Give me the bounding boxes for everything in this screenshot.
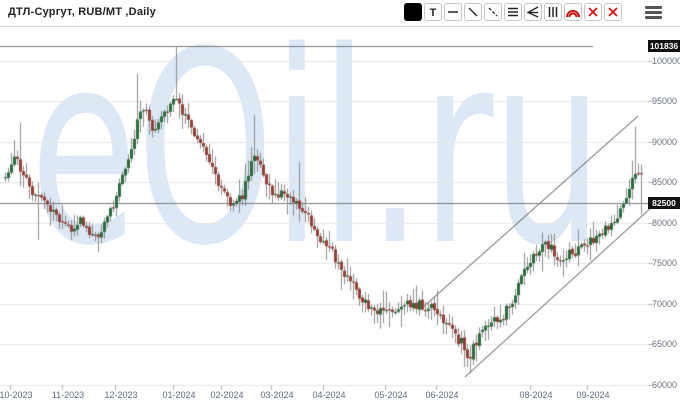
dashed-trend-line-tool-button[interactable] xyxy=(484,3,502,21)
hamburger-icon xyxy=(645,16,662,19)
trend-line-tool-icon xyxy=(468,7,478,17)
fib-fan-tool-icon xyxy=(526,6,539,18)
fib-retracement-tool-button[interactable] xyxy=(504,3,522,21)
text-tool-icon: T xyxy=(430,7,437,19)
price-line-tag[interactable]: 101836 xyxy=(648,40,680,53)
chart-title: ДТЛ-Сургут, RUB/MT ,Daily xyxy=(8,6,156,18)
price-line-tag[interactable]: 82500 xyxy=(648,196,680,209)
trend-line-tool-button[interactable] xyxy=(464,3,482,21)
text-tool-button[interactable]: T xyxy=(424,3,442,21)
horizontal-line-tool-button[interactable] xyxy=(444,3,462,21)
fib-fan-tool-button[interactable] xyxy=(524,3,542,21)
svg-text:T: T xyxy=(430,7,437,19)
delete-drawing-tool-button[interactable] xyxy=(584,3,602,21)
fib-time-zones-tool-icon xyxy=(548,7,558,17)
menu-button[interactable] xyxy=(645,5,662,20)
drawing-toolbar: T xyxy=(404,3,622,21)
color-swatch-black-button[interactable] xyxy=(404,3,422,21)
color-swatch-black-icon xyxy=(407,6,419,18)
hamburger-icon xyxy=(645,11,662,14)
delete-all-drawings-tool-icon xyxy=(608,7,618,17)
delete-all-drawings-tool-button[interactable] xyxy=(604,3,622,21)
hamburger-icon xyxy=(645,6,662,9)
fib-time-zones-tool-button[interactable] xyxy=(544,3,562,21)
fib-arcs-tool-icon xyxy=(566,10,580,18)
dashed-trend-line-tool-icon xyxy=(488,7,498,17)
delete-drawing-tool-icon xyxy=(588,7,598,17)
horizontal-line-tool-icon xyxy=(448,11,458,13)
fib-retracement-tool-icon xyxy=(508,7,518,17)
fib-arcs-tool-button[interactable] xyxy=(564,3,582,21)
